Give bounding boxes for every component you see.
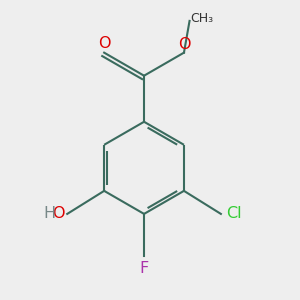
Text: CH₃: CH₃	[190, 12, 213, 25]
Text: H: H	[43, 206, 55, 220]
Text: F: F	[140, 262, 149, 277]
Text: Cl: Cl	[226, 206, 242, 221]
Text: O: O	[178, 37, 190, 52]
Text: O: O	[98, 36, 110, 51]
Text: O: O	[52, 206, 64, 221]
